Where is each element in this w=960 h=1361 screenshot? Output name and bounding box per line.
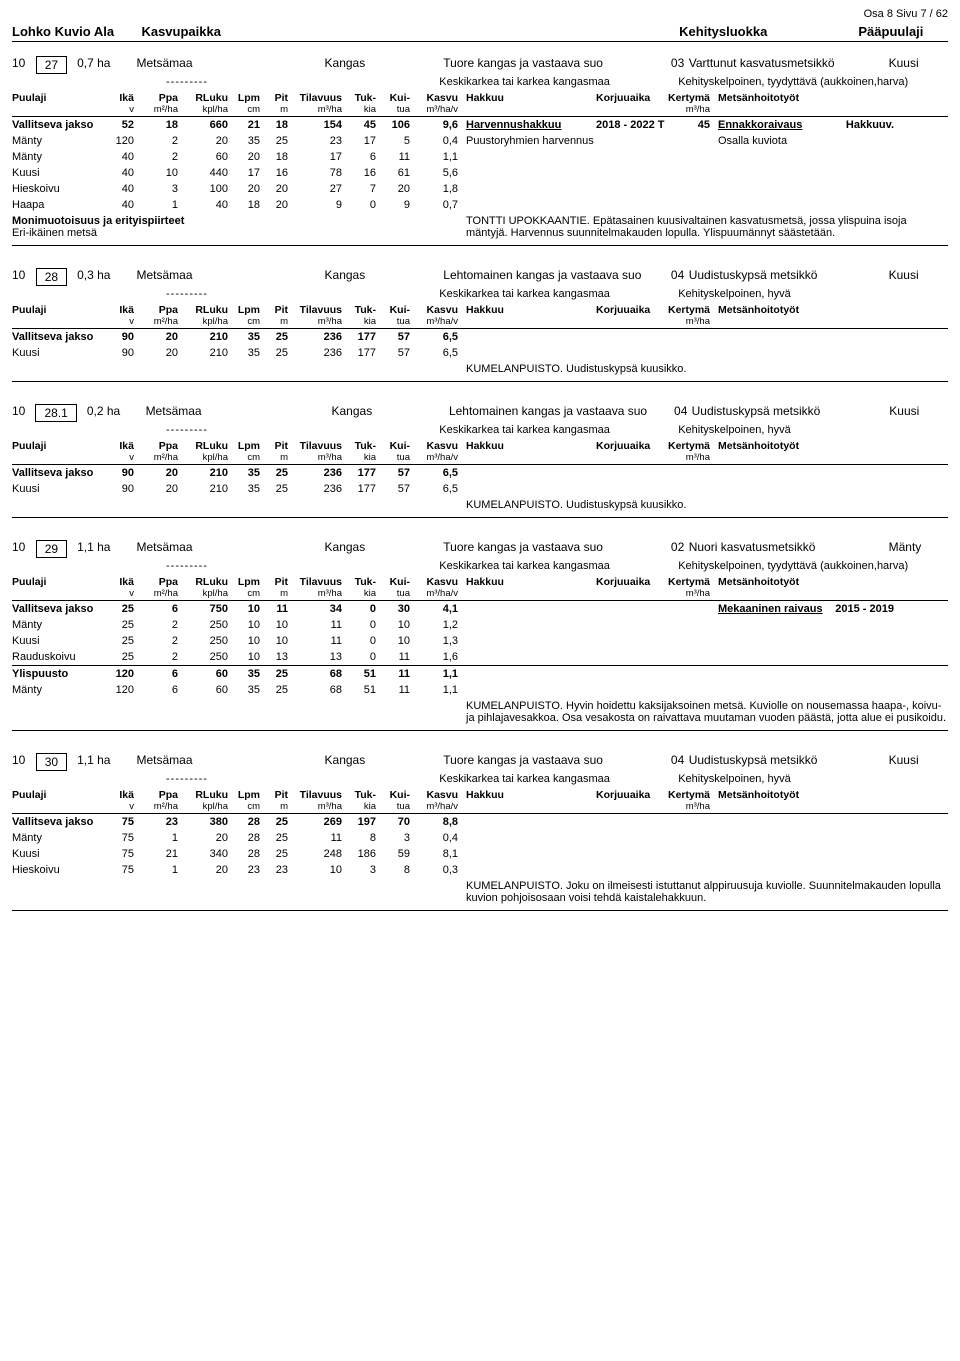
data-row: Kuusi 40 10 440 17 16 78 16 61 5,6	[12, 165, 948, 181]
header-kasvupaikka: Kasvupaikka	[141, 24, 679, 39]
data-row: Haapa 40 1 40 18 20 9 0 9 0,7	[12, 197, 948, 213]
kuvio-box: 29	[36, 540, 67, 558]
site-row: 10 28 0,3 ha Metsämaa Kangas Lehtomainen…	[12, 268, 948, 286]
data-row: Vallitseva jakso 90 20 210 35 25 236 177…	[12, 329, 948, 345]
header-paapuulaji: Pääpuulaji	[858, 24, 948, 39]
site-row: 10 30 1,1 ha Metsämaa Kangas Tuore kanga…	[12, 753, 948, 771]
site-row-2: --------- Keskikarkea tai karkea kangasm…	[12, 773, 948, 785]
kuvio-box: 28.1	[35, 404, 76, 422]
kuvio-box: 30	[36, 753, 67, 771]
site-row-2: --------- Keskikarkea tai karkea kangasm…	[12, 288, 948, 300]
column-headers: Puulaji Ikäv Ppam²/ha RLukukpl/ha Lpmcm …	[12, 440, 948, 465]
data-row: Mänty 120 2 20 35 25 23 17 5 0,4 Puustor…	[12, 133, 948, 149]
data-row: Kuusi 90 20 210 35 25 236 177 57 6,5	[12, 345, 948, 361]
note-row: KUMELANPUISTO. Hyvin hoidettu kaksijakso…	[12, 698, 948, 731]
data-row: Mänty 40 2 60 20 18 17 6 11 1,1	[12, 149, 948, 165]
data-row: Kuusi 90 20 210 35 25 236 177 57 6,5	[12, 481, 948, 497]
data-row: Hieskoivu 75 1 20 23 23 10 3 8 0,3	[12, 862, 948, 878]
site-row-2: --------- Keskikarkea tai karkea kangasm…	[12, 560, 948, 572]
page-number: Osa 8 Sivu 7 / 62	[12, 8, 948, 20]
data-row: Mänty 120 6 60 35 25 68 51 11 1,1	[12, 682, 948, 698]
section-30: 10 30 1,1 ha Metsämaa Kangas Tuore kanga…	[12, 753, 948, 911]
data-row: Kuusi 25 2 250 10 10 11 0 10 1,3	[12, 633, 948, 649]
site-row: 10 27 0,7 ha Metsämaa Kangas Tuore kanga…	[12, 56, 948, 74]
data-row: Mänty 25 2 250 10 10 11 0 10 1,2	[12, 617, 948, 633]
site-row: 10 28.1 0,2 ha Metsämaa Kangas Lehtomain…	[12, 404, 948, 422]
data-row: Kuusi 75 21 340 28 25 248 186 59 8,1	[12, 846, 948, 862]
note-row: KUMELANPUISTO. Uudistuskypsä kuusikko.	[12, 497, 948, 518]
data-row: Mänty 75 1 20 28 25 11 8 3 0,4	[12, 830, 948, 846]
column-headers: Puulaji Ikäv Ppam²/ha RLukukpl/ha Lpmcm …	[12, 304, 948, 329]
site-row: 10 29 1,1 ha Metsämaa Kangas Tuore kanga…	[12, 540, 948, 558]
site-row-2: --------- Keskikarkea tai karkea kangasm…	[12, 76, 948, 88]
header-kehitysluokka: Kehitysluokka	[679, 24, 858, 39]
note-row: Monimuotoisuus ja erityispiirteetEri-ikä…	[12, 213, 948, 246]
note-row: KUMELANPUISTO. Uudistuskypsä kuusikko.	[12, 361, 948, 382]
column-headers: Puulaji Ikäv Ppam²/ha RLukukpl/ha Lpmcm …	[12, 789, 948, 814]
data-row: Vallitseva jakso 75 23 380 28 25 269 197…	[12, 814, 948, 830]
data-row: Ylispuusto 120 6 60 35 25 68 51 11 1,1	[12, 665, 948, 682]
data-row: Vallitseva jakso 90 20 210 35 25 236 177…	[12, 465, 948, 481]
data-row: Vallitseva jakso 52 18 660 21 18 154 45 …	[12, 117, 948, 133]
kuvio-box: 27	[36, 56, 67, 74]
section-27: 10 27 0,7 ha Metsämaa Kangas Tuore kanga…	[12, 56, 948, 246]
section-29: 10 29 1,1 ha Metsämaa Kangas Tuore kanga…	[12, 540, 948, 731]
column-headers: Puulaji Ikäv Ppam²/ha RLukukpl/ha Lpmcm …	[12, 576, 948, 601]
kuvio-box: 28	[36, 268, 67, 286]
data-row: Vallitseva jakso 25 6 750 10 11 34 0 30 …	[12, 601, 948, 617]
site-row-2: --------- Keskikarkea tai karkea kangasm…	[12, 424, 948, 436]
section-28.1: 10 28.1 0,2 ha Metsämaa Kangas Lehtomain…	[12, 404, 948, 518]
section-28: 10 28 0,3 ha Metsämaa Kangas Lehtomainen…	[12, 268, 948, 382]
data-row: Hieskoivu 40 3 100 20 20 27 7 20 1,8	[12, 181, 948, 197]
main-header: Lohko Kuvio Ala Kasvupaikka Kehitysluokk…	[12, 24, 948, 42]
note-row: KUMELANPUISTO. Joku on ilmeisesti istutt…	[12, 878, 948, 911]
column-headers: Puulaji Ikäv Ppam²/ha RLukukpl/ha Lpmcm …	[12, 92, 948, 117]
header-lohko: Lohko Kuvio Ala	[12, 24, 141, 39]
data-row: Rauduskoivu 25 2 250 10 13 13 0 11 1,6	[12, 649, 948, 665]
